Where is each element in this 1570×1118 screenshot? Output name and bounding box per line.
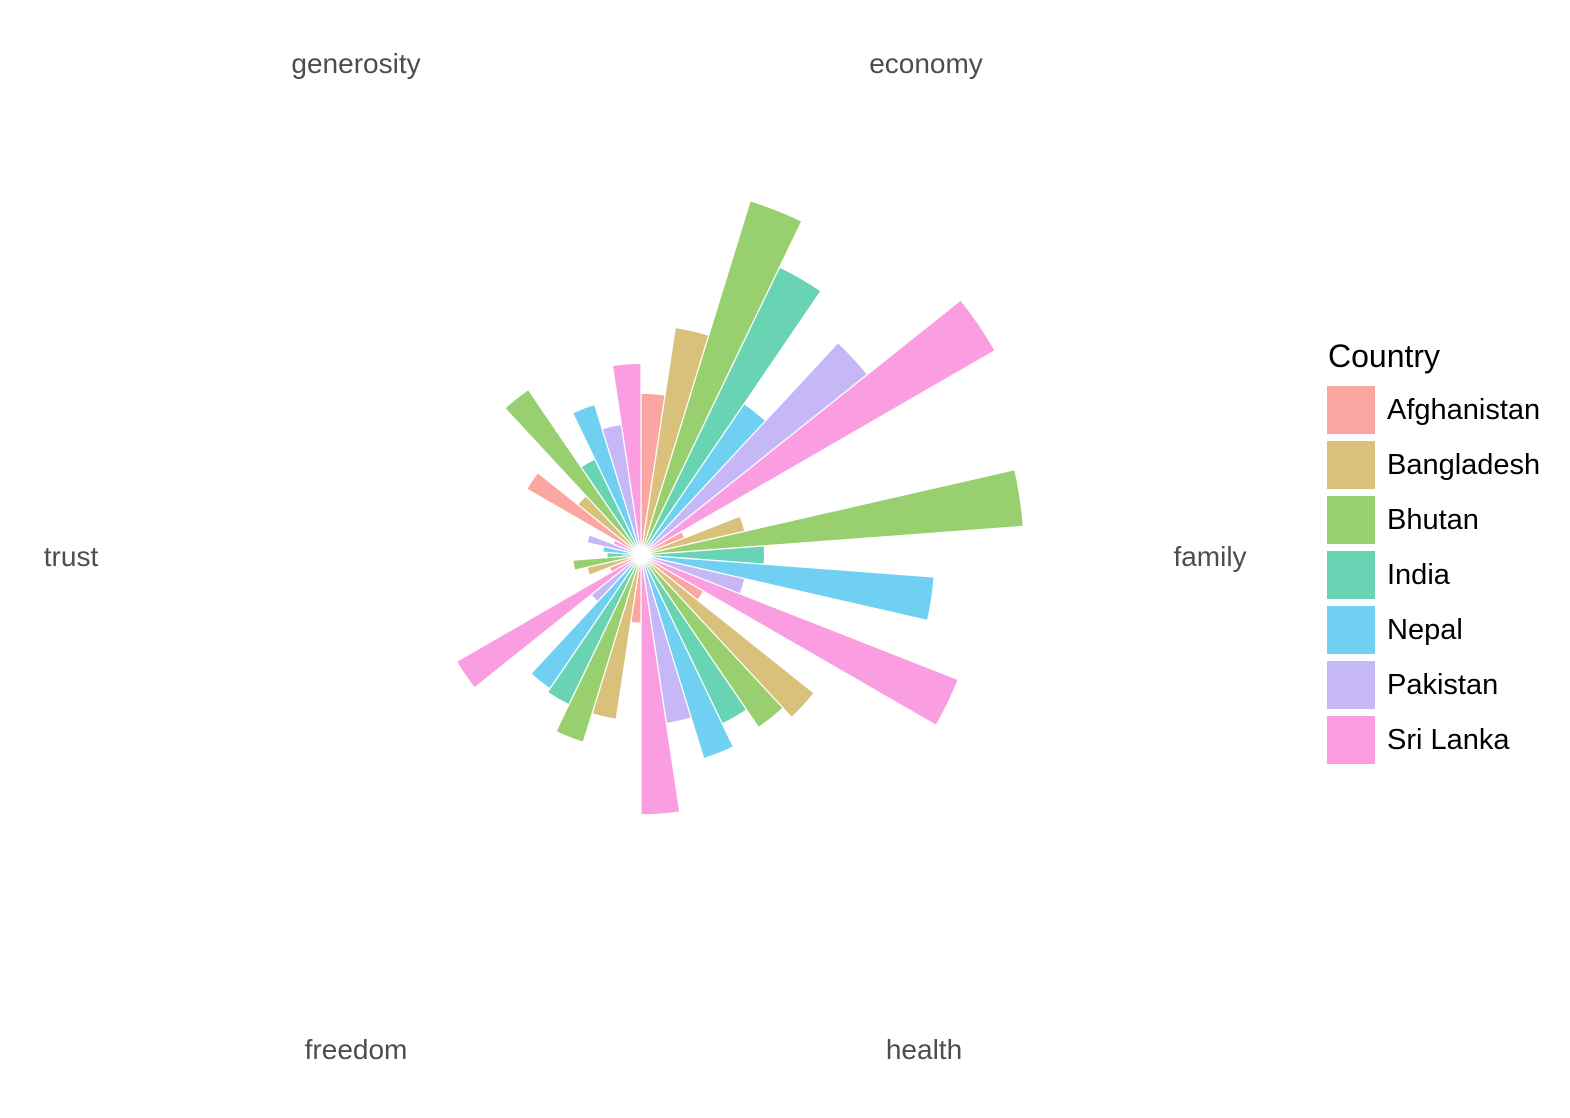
bar-sri-lanka-economy xyxy=(640,299,996,556)
legend-label-bangladesh: Bangladesh xyxy=(1387,448,1541,481)
axis-label-generosity: generosity xyxy=(291,48,421,79)
legend-label-sri-lanka: Sri Lanka xyxy=(1387,723,1510,756)
legend-swatch-india xyxy=(1327,551,1375,600)
legend-item-sri-lanka: Sri Lanka xyxy=(1327,713,1540,768)
bar-india-economy xyxy=(640,266,822,556)
legend-item-bangladesh: Bangladesh xyxy=(1327,438,1540,493)
bar-nepal-generosity xyxy=(571,403,642,556)
legend-swatch-pakistan xyxy=(1327,661,1375,710)
axis-label-trust: trust xyxy=(43,541,99,572)
bar-bhutan-economy xyxy=(640,200,803,556)
bar-nepal-health xyxy=(640,554,735,760)
bar-afghanistan-generosity xyxy=(525,471,642,556)
axis-label-economy: economy xyxy=(869,48,983,79)
bar-india-freedom xyxy=(546,554,642,706)
bar-bhutan-trust xyxy=(572,554,642,571)
legend-item-afghanistan: Afghanistan xyxy=(1327,383,1540,438)
legend-label-nepal: Nepal xyxy=(1387,613,1463,646)
bar-bhutan-family xyxy=(640,468,1024,556)
bar-sri-lanka-freedom xyxy=(455,554,642,689)
bar-bhutan-generosity xyxy=(503,388,642,556)
bar-sri-lanka-health xyxy=(640,554,681,816)
legend-title: Country xyxy=(1328,338,1441,374)
axis-label-freedom: freedom xyxy=(304,1034,408,1065)
bar-bhutan-freedom xyxy=(555,554,642,744)
bar-nepal-freedom xyxy=(530,554,642,690)
legend-swatch-bangladesh xyxy=(1327,441,1375,490)
axis-label-health: health xyxy=(885,1034,963,1065)
legend-item-pakistan: Pakistan xyxy=(1327,658,1540,713)
bar-sri-lanka-generosity xyxy=(611,362,642,556)
legend-swatch-bhutan xyxy=(1327,496,1375,545)
axis-label-family: family xyxy=(1173,541,1247,572)
legend-item-nepal: Nepal xyxy=(1327,603,1540,658)
legend-label-bhutan: Bhutan xyxy=(1387,503,1479,536)
legend: Country Afghanistan Bangladesh Bhutan In… xyxy=(1327,338,1540,768)
legend-label-pakistan: Pakistan xyxy=(1387,668,1499,701)
legend-label-india: India xyxy=(1387,558,1450,591)
legend-item-bhutan: Bhutan xyxy=(1327,493,1540,548)
legend-item-india: India xyxy=(1327,548,1540,603)
legend-swatch-afghanistan xyxy=(1327,386,1375,435)
legend-swatch-sri-lanka xyxy=(1327,716,1375,765)
bar-bangladesh-health xyxy=(640,554,816,719)
legend-label-afghanistan: Afghanistan xyxy=(1387,393,1541,426)
bar-bhutan-health xyxy=(640,554,784,729)
legend-swatch-nepal xyxy=(1327,606,1375,655)
bar-sri-lanka-family xyxy=(640,554,960,727)
